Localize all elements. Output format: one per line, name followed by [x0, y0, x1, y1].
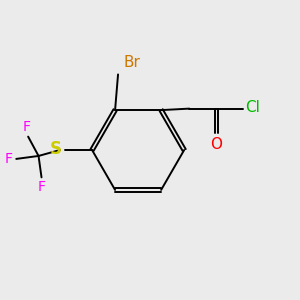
Text: F: F — [5, 152, 13, 166]
Text: O: O — [210, 137, 222, 152]
Text: S: S — [50, 140, 62, 158]
Text: Br: Br — [124, 55, 141, 70]
Text: Cl: Cl — [245, 100, 260, 115]
Text: F: F — [38, 180, 46, 194]
Text: F: F — [23, 120, 31, 134]
